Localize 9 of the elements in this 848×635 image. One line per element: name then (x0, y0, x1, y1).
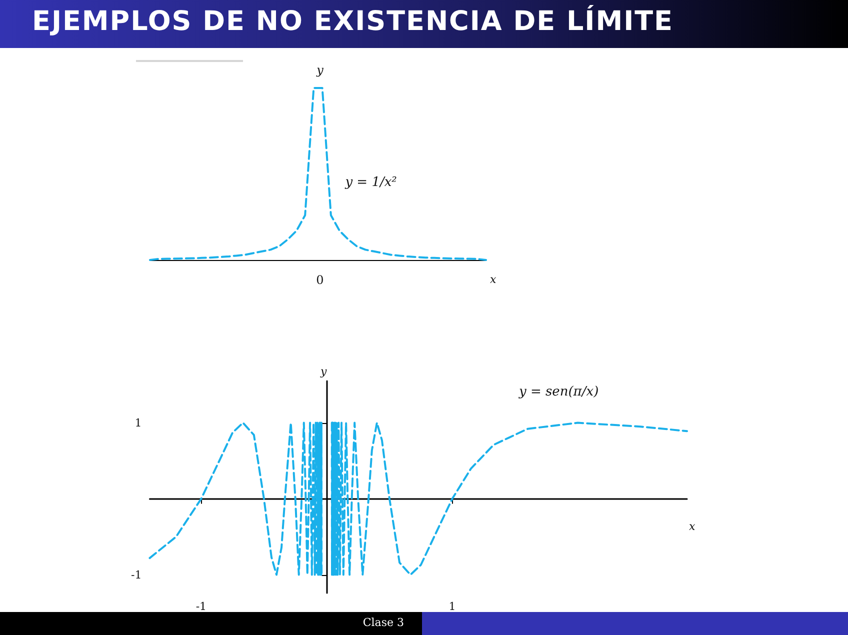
x-axis-title: x (689, 520, 696, 533)
annotation: y = sen(π/x) (518, 384, 599, 400)
y-axis-title: y (320, 365, 328, 378)
annotation: y = 1/x² (344, 175, 397, 190)
text: Clase 3 (362, 616, 404, 629)
chart-title: EJEMPLOS DE NO EXISTENCIA DE LÍMITE (32, 6, 674, 37)
y-axis-title: y (316, 63, 324, 77)
text: 0 (316, 273, 324, 287)
x-axis-title: x (490, 273, 497, 286)
